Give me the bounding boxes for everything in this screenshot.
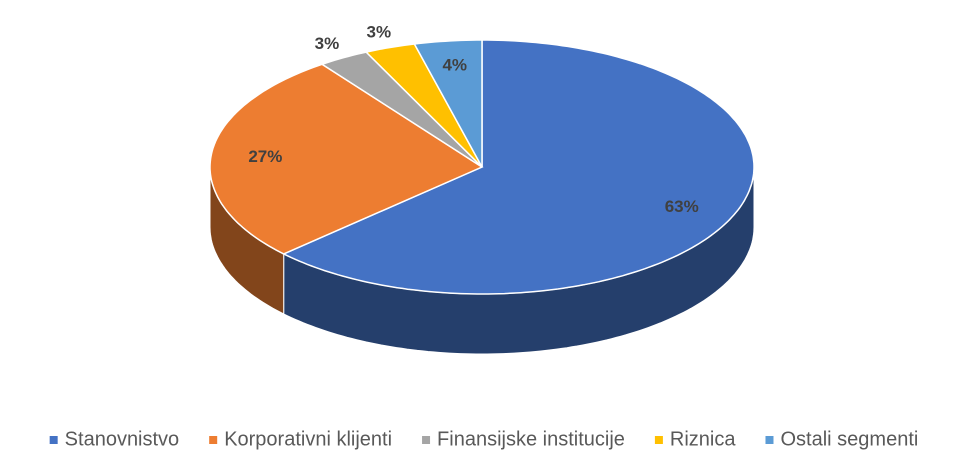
slice [320,51,483,168]
legend-label: Korporativni klijenti [224,428,392,450]
legend-marker [654,436,663,444]
legend-label: Stanovnistvo [65,428,180,450]
slice [413,39,483,168]
data-label: 27% [248,147,282,166]
legend: Stanovnistvo Korporativni klijenti Finansi… [49,428,918,450]
legend-label: Finansijske institucije [437,428,625,450]
legend-label: Riznica [670,428,736,450]
slice [209,63,484,255]
legend-marker [422,436,431,444]
data-label: 3% [367,23,392,42]
slice [281,39,755,295]
legend-label: Ostali segmenti [780,428,918,450]
legend-marker [49,436,58,444]
data-label: 3% [315,34,340,53]
data-label: 4% [442,56,467,75]
slice [364,43,483,168]
legend-marker [765,436,774,444]
data-label: 63% [665,197,699,216]
legend-marker [209,436,218,444]
